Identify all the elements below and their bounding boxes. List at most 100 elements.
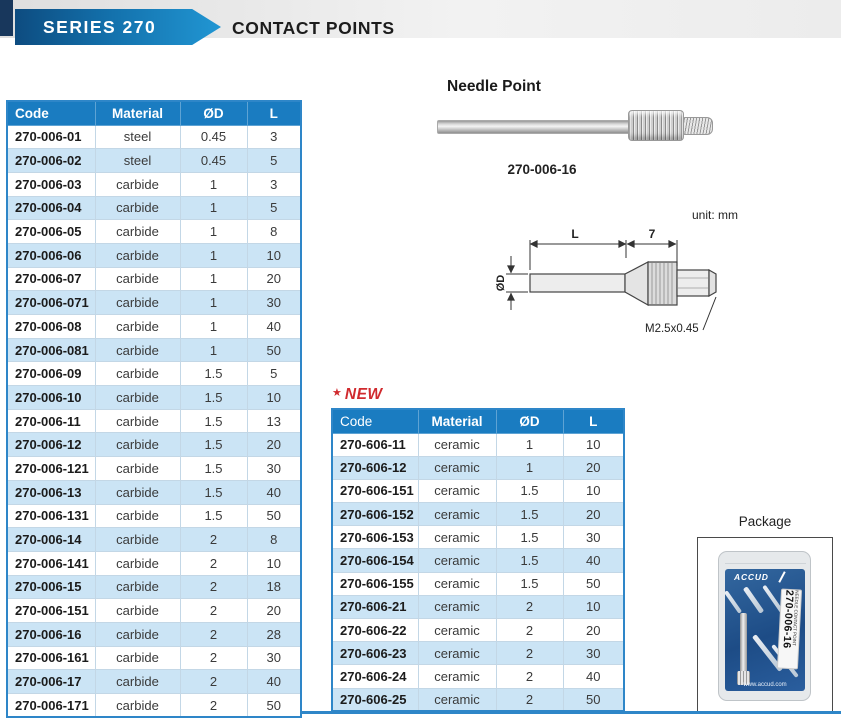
table-row: 270-006-121 carbide 1.5 30 [6, 456, 302, 481]
table-cell: 30 [246, 645, 302, 671]
packaged-product [740, 613, 747, 675]
table-cell: 1 [179, 219, 248, 244]
table-cell: 1.5 [495, 502, 564, 527]
table-row: 270-006-161 carbide 2 30 [6, 645, 302, 671]
table-cell: ceramic [417, 502, 497, 527]
table-cell: ceramic [417, 687, 497, 712]
table-cell: carbide [94, 479, 181, 505]
table-cell: 270-006-01 [6, 124, 96, 150]
table-cell: 2 [179, 550, 248, 576]
table-cell: ceramic [417, 617, 497, 643]
table-cell: 270-006-03 [6, 171, 96, 197]
table-cell: carbide [94, 219, 181, 244]
drawing-taper [624, 261, 649, 307]
table-row: 270-606-152 ceramic 1.5 20 [331, 502, 625, 527]
table-row: 270-006-03 carbide 1 3 [6, 171, 302, 197]
table-cell: 1.5 [179, 385, 248, 410]
table-cell: 3 [246, 124, 302, 150]
table-cell: 30 [246, 290, 302, 315]
table-cell: 270-606-21 [331, 594, 419, 620]
table-cell: 5 [246, 195, 302, 221]
table-row: 270-006-11 carbide 1.5 13 [6, 408, 302, 434]
table-row: 270-006-17 carbide 2 40 [6, 669, 302, 694]
table-row: 270-006-071 carbide 1 30 [6, 290, 302, 315]
table-cell: 1 [179, 171, 248, 197]
table-cell: steel [94, 124, 181, 150]
table-cell: 270-006-141 [6, 550, 96, 576]
table-cell: 270-006-07 [6, 266, 96, 292]
table-cell: 270-606-11 [331, 432, 419, 457]
table-row: 270-006-04 carbide 1 5 [6, 195, 302, 221]
table-header-row: Code Material ØD L [331, 408, 625, 434]
table-cell: carbide [94, 242, 181, 268]
table-cell: 30 [562, 525, 625, 550]
table-row: 270-006-07 carbide 1 20 [6, 266, 302, 292]
table-row: 270-606-25 ceramic 2 50 [331, 687, 625, 712]
table-cell: 270-606-12 [331, 455, 419, 480]
needle-point-title: Needle Point [447, 78, 541, 95]
table-cell: 270-006-02 [6, 148, 96, 173]
table-row: 270-606-151 ceramic 1.5 10 [331, 478, 625, 504]
drawing-rod [529, 273, 626, 293]
table-cell: 40 [562, 664, 625, 689]
table-row: 270-006-10 carbide 1.5 10 [6, 385, 302, 410]
column-header: Material [417, 408, 497, 434]
table-cell: 10 [246, 385, 302, 410]
table-cell: 270-006-081 [6, 337, 96, 363]
table-row: 270-006-05 carbide 1 8 [6, 219, 302, 244]
table-cell: 30 [246, 456, 302, 481]
table-cell: 1 [179, 337, 248, 363]
table-cell: carbide [94, 503, 181, 529]
table-cell: 10 [246, 242, 302, 268]
table-cell: 20 [246, 266, 302, 292]
table-cell: 2 [179, 574, 248, 600]
table-cell: 270-006-06 [6, 242, 96, 268]
table-cell: carbide [94, 290, 181, 315]
table-cell: carbide [94, 195, 181, 221]
table-cell: 1.5 [179, 479, 248, 505]
table-cell: 270-006-12 [6, 432, 96, 458]
package-label: 270-006-16 NEEDLE CONTACT POINT [776, 588, 803, 670]
needle-photo-thread [683, 117, 713, 135]
table-cell: ceramic [417, 571, 497, 596]
table-cell: 2 [179, 669, 248, 694]
table-cell: 2 [179, 621, 248, 647]
dimension-drawing: unit: mm L 7 [495, 208, 738, 335]
table-cell: 50 [246, 337, 302, 363]
table-cell: 270-006-16 [6, 621, 96, 647]
table-cell: 270-006-10 [6, 385, 96, 410]
table-cell: carbide [94, 171, 181, 197]
table-cell: 1.5 [179, 361, 248, 387]
table-cell: carbide [94, 645, 181, 671]
column-header: L [246, 100, 302, 126]
table-row: 270-006-12 carbide 1.5 20 [6, 432, 302, 458]
table-cell: carbide [94, 266, 181, 292]
table-cell: carbide [94, 669, 181, 694]
brand-logo: ACCUD [734, 572, 769, 582]
table-cell: ceramic [417, 641, 497, 666]
table-cell: 2 [179, 527, 248, 552]
table-cell: ceramic [417, 664, 497, 689]
table-cell: 270-606-24 [331, 664, 419, 689]
column-header: Code [331, 408, 419, 434]
table-row: 270-006-16 carbide 2 28 [6, 621, 302, 647]
needle-thumb [725, 590, 743, 614]
table-cell: 1 [179, 314, 248, 339]
table-row: 270-606-154 ceramic 1.5 40 [331, 548, 625, 573]
table-row: 270-006-15 carbide 2 18 [6, 574, 302, 600]
table-row: 270-606-153 ceramic 1.5 30 [331, 525, 625, 550]
table-cell: carbide [94, 693, 181, 718]
table-cell: 0.45 [179, 148, 248, 173]
table-cell: 1.5 [179, 408, 248, 434]
table-cell: 270-006-08 [6, 314, 96, 339]
table-cell: 40 [562, 548, 625, 573]
table-cell: 270-006-161 [6, 645, 96, 671]
column-header: Material [94, 100, 181, 126]
table-header-row: Code Material ØD L [6, 100, 302, 126]
table-cell: ceramic [417, 432, 497, 457]
table-cell: carbide [94, 574, 181, 600]
table-cell: carbide [94, 527, 181, 552]
table-row: 270-006-131 carbide 1.5 50 [6, 503, 302, 529]
table-row: 270-606-23 ceramic 2 30 [331, 641, 625, 666]
table-row: 270-606-12 ceramic 1 20 [331, 455, 625, 480]
